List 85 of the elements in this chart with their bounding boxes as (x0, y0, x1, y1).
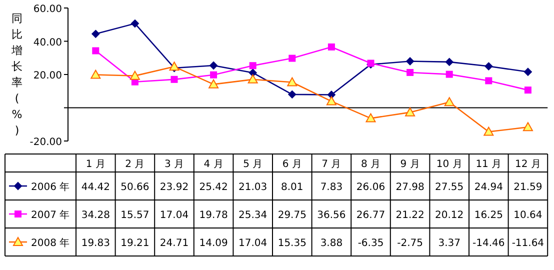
point (485, 77, 492, 84)
x-tick-label: 2 月 (125, 159, 145, 170)
point (405, 107, 416, 116)
point (406, 57, 414, 66)
data-label: 24.94 (474, 182, 503, 193)
point (92, 47, 100, 54)
data-label: 17.04 (238, 238, 268, 249)
point (130, 20, 139, 28)
data-label: 36.56 (317, 210, 346, 221)
data-label: 29.75 (278, 210, 306, 221)
data-label: -2.75 (397, 238, 423, 249)
point (326, 96, 336, 106)
data-label: 10.64 (514, 210, 542, 221)
point (288, 90, 296, 98)
point (445, 58, 454, 66)
point (90, 70, 101, 79)
data-label: 21.59 (514, 182, 542, 193)
point (444, 97, 454, 106)
x-tick-label: 6 月 (282, 159, 302, 170)
y-axis-title: 同比增长率(%) (10, 12, 22, 137)
y-tick-label: 60.00 (33, 4, 62, 15)
data-label: 26.77 (356, 210, 386, 221)
legend-label: 2008 年 (31, 237, 70, 249)
point (210, 71, 218, 78)
x-tick-label: 4 月 (204, 159, 224, 170)
data-label: -14.46 (472, 238, 505, 249)
point (366, 113, 376, 122)
y-tick-label: 20.00 (33, 70, 62, 82)
y-tick-label: 40.00 (33, 37, 62, 48)
y-tick-label: -20.00 (30, 137, 62, 148)
data-label: 16.25 (474, 210, 503, 221)
data-label: 50.66 (120, 182, 150, 193)
data-label: 44.42 (81, 182, 110, 193)
point (484, 62, 493, 70)
point (524, 68, 532, 76)
data-label: 21.22 (396, 210, 424, 221)
data-label: 23.92 (160, 182, 189, 193)
data-label: 24.71 (160, 238, 189, 249)
data-label: 25.42 (199, 182, 228, 193)
point (288, 54, 296, 62)
legend-label: 2006 年 (31, 181, 70, 193)
legend-label: 2007 年 (31, 209, 70, 221)
data-label: 17.04 (160, 210, 189, 221)
data-label: -11.64 (512, 238, 544, 249)
point (130, 70, 140, 80)
data-label: 8.01 (281, 182, 304, 193)
point (248, 74, 258, 84)
x-tick-label: 12 月 (514, 159, 541, 170)
data-label: -6.35 (358, 238, 384, 249)
point (524, 86, 532, 94)
point (406, 68, 414, 76)
data-label: 14.09 (199, 238, 228, 249)
point (210, 61, 218, 70)
x-tick-label: 1 月 (86, 159, 106, 170)
data-label: 3.37 (438, 238, 460, 249)
data-label: 19.83 (81, 238, 110, 249)
data-label: 7.83 (320, 182, 343, 193)
data-label: 15.57 (120, 210, 150, 221)
point (208, 79, 219, 88)
data-label: 19.21 (120, 238, 150, 249)
point (328, 43, 335, 50)
data-label: 20.12 (435, 210, 464, 221)
point (446, 70, 453, 78)
x-tick-label: 11 月 (476, 159, 502, 170)
data-label: 27.55 (435, 182, 464, 193)
data-label: 27.98 (396, 182, 424, 193)
point (92, 30, 100, 38)
data-label: 3.88 (320, 238, 343, 249)
point (287, 77, 298, 86)
data-label: 15.35 (278, 238, 306, 249)
data-label: 21.03 (238, 182, 268, 193)
data-label: 34.28 (81, 210, 110, 221)
x-tick-label: 5 月 (243, 159, 263, 170)
point (170, 76, 178, 83)
data-label: 19.78 (199, 210, 228, 221)
data-label: 25.34 (238, 210, 268, 221)
point (522, 122, 533, 132)
x-tick-label: 8 月 (360, 159, 381, 170)
x-tick-label: 9 月 (400, 159, 420, 170)
point (249, 62, 256, 70)
x-tick-label: 7 月 (322, 159, 342, 170)
x-tick-label: 10 月 (436, 159, 462, 170)
data-label: 26.06 (356, 182, 386, 193)
point (484, 126, 494, 136)
x-tick-label: 3 月 (164, 159, 184, 170)
